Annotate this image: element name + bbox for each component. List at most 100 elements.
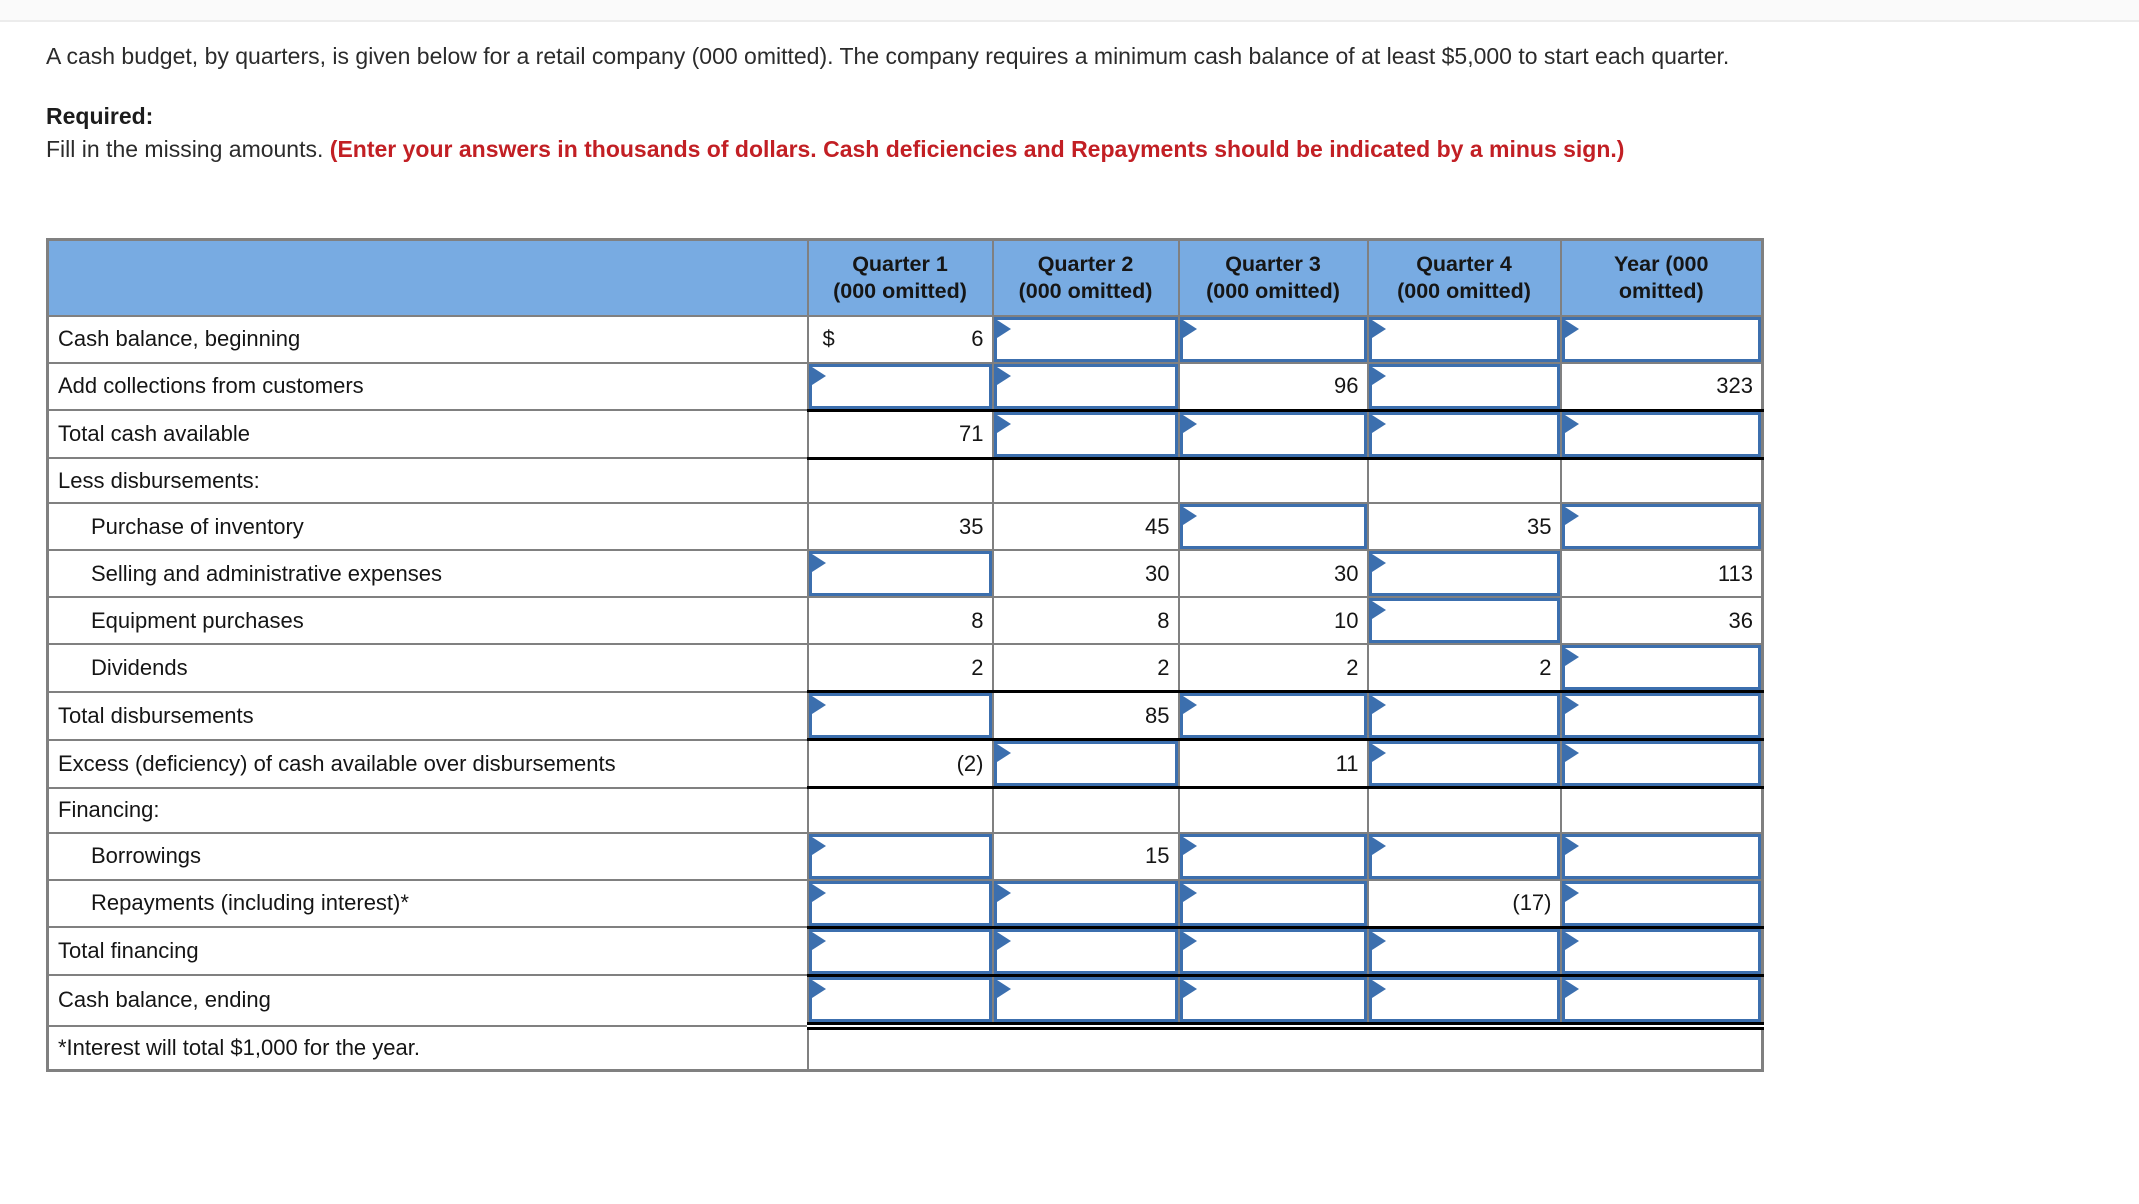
answer-entry-box[interactable] <box>1179 928 1367 974</box>
answer-cell[interactable] <box>1366 690 1562 741</box>
answer-input[interactable] <box>1182 507 1364 546</box>
answer-entry-box[interactable] <box>1179 833 1367 879</box>
answer-input[interactable] <box>996 319 1175 359</box>
answer-cell[interactable] <box>806 831 994 881</box>
answer-entry-box[interactable] <box>1179 693 1367 738</box>
answer-entry-box[interactable] <box>1561 316 1761 362</box>
answer-input[interactable] <box>1371 696 1557 735</box>
answer-cell[interactable] <box>1366 831 1562 881</box>
answer-input[interactable] <box>996 366 1175 406</box>
answer-input[interactable] <box>1564 696 1758 735</box>
answer-input[interactable] <box>1564 507 1758 546</box>
answer-entry-box[interactable] <box>1561 504 1761 549</box>
answer-entry-box[interactable] <box>1179 880 1367 926</box>
answer-input[interactable] <box>811 836 989 876</box>
answer-entry-box[interactable] <box>1368 741 1560 786</box>
answer-input[interactable] <box>1182 979 1364 1019</box>
answer-input[interactable] <box>1371 979 1557 1019</box>
answer-input[interactable] <box>996 744 1175 783</box>
answer-input[interactable] <box>1371 554 1557 593</box>
answer-entry-box[interactable] <box>1179 504 1367 549</box>
answer-cell[interactable] <box>991 314 1180 364</box>
answer-cell[interactable] <box>806 925 994 977</box>
answer-input[interactable] <box>1182 696 1364 735</box>
answer-cell[interactable] <box>1366 549 1562 598</box>
answer-input[interactable] <box>1371 414 1557 454</box>
answer-cell[interactable] <box>1366 314 1562 364</box>
answer-entry-box[interactable] <box>993 411 1178 457</box>
answer-input[interactable] <box>996 414 1175 454</box>
answer-cell[interactable] <box>1559 831 1764 881</box>
answer-entry-box[interactable] <box>993 741 1178 786</box>
answer-cell[interactable] <box>1366 738 1562 789</box>
answer-cell[interactable] <box>1177 831 1369 881</box>
answer-entry-box[interactable] <box>808 693 992 738</box>
answer-cell[interactable] <box>1177 690 1369 741</box>
answer-cell[interactable] <box>1559 408 1764 460</box>
answer-cell[interactable] <box>1177 408 1369 460</box>
answer-input[interactable] <box>811 883 989 923</box>
answer-input[interactable] <box>1564 979 1758 1019</box>
answer-input[interactable] <box>1564 931 1758 971</box>
answer-input[interactable] <box>1371 931 1557 971</box>
answer-cell[interactable] <box>806 361 994 411</box>
answer-entry-box[interactable] <box>1368 928 1560 974</box>
answer-entry-box[interactable] <box>1561 880 1761 926</box>
answer-entry-box[interactable] <box>993 880 1178 926</box>
answer-input[interactable] <box>811 554 989 593</box>
answer-input[interactable] <box>1564 319 1758 359</box>
answer-input[interactable] <box>1564 648 1758 687</box>
answer-entry-box[interactable] <box>808 363 992 409</box>
answer-input[interactable] <box>811 979 989 1019</box>
answer-cell[interactable] <box>806 878 994 928</box>
answer-entry-box[interactable] <box>1561 693 1761 738</box>
answer-input[interactable] <box>996 883 1175 923</box>
answer-input[interactable] <box>996 931 1175 971</box>
answer-cell[interactable] <box>991 408 1180 460</box>
answer-input[interactable] <box>811 696 989 735</box>
answer-entry-box[interactable] <box>1179 411 1367 457</box>
answer-input[interactable] <box>1371 319 1557 359</box>
answer-cell[interactable] <box>806 690 994 741</box>
answer-entry-box[interactable] <box>1368 363 1560 409</box>
answer-entry-box[interactable] <box>1561 411 1761 457</box>
answer-entry-box[interactable] <box>1368 598 1560 643</box>
answer-input[interactable] <box>811 931 989 971</box>
answer-entry-box[interactable] <box>1561 741 1761 786</box>
answer-cell[interactable] <box>1559 738 1764 789</box>
answer-entry-box[interactable] <box>1179 316 1367 362</box>
answer-input[interactable] <box>1182 319 1364 359</box>
answer-entry-box[interactable] <box>1561 976 1761 1022</box>
answer-input[interactable] <box>1182 931 1364 971</box>
answer-cell[interactable] <box>1559 314 1764 364</box>
answer-cell[interactable] <box>806 974 994 1030</box>
answer-cell[interactable] <box>1559 690 1764 741</box>
answer-cell[interactable] <box>1366 925 1562 977</box>
answer-entry-box[interactable] <box>1368 833 1560 879</box>
answer-cell[interactable] <box>1366 596 1562 645</box>
answer-input[interactable] <box>1371 836 1557 876</box>
answer-input[interactable] <box>1564 836 1758 876</box>
answer-entry-box[interactable] <box>808 976 992 1022</box>
answer-entry-box[interactable] <box>1561 645 1761 690</box>
answer-entry-box[interactable] <box>993 976 1178 1022</box>
answer-input[interactable] <box>1564 744 1758 783</box>
answer-cell[interactable] <box>1177 925 1369 977</box>
answer-cell[interactable] <box>991 925 1180 977</box>
answer-cell[interactable] <box>1366 974 1562 1030</box>
answer-cell[interactable] <box>806 549 994 598</box>
answer-input[interactable] <box>1371 601 1557 640</box>
answer-input[interactable] <box>811 366 989 406</box>
answer-entry-box[interactable] <box>1368 551 1560 596</box>
answer-cell[interactable] <box>1559 643 1764 693</box>
answer-entry-box[interactable] <box>808 551 992 596</box>
answer-input[interactable] <box>1371 744 1557 783</box>
answer-cell[interactable] <box>991 878 1180 928</box>
answer-entry-box[interactable] <box>1561 928 1761 974</box>
answer-cell[interactable] <box>1559 925 1764 977</box>
answer-entry-box[interactable] <box>1368 411 1560 457</box>
answer-cell[interactable] <box>1559 974 1764 1030</box>
answer-entry-box[interactable] <box>993 316 1178 362</box>
answer-entry-box[interactable] <box>1561 833 1761 879</box>
answer-entry-box[interactable] <box>993 928 1178 974</box>
